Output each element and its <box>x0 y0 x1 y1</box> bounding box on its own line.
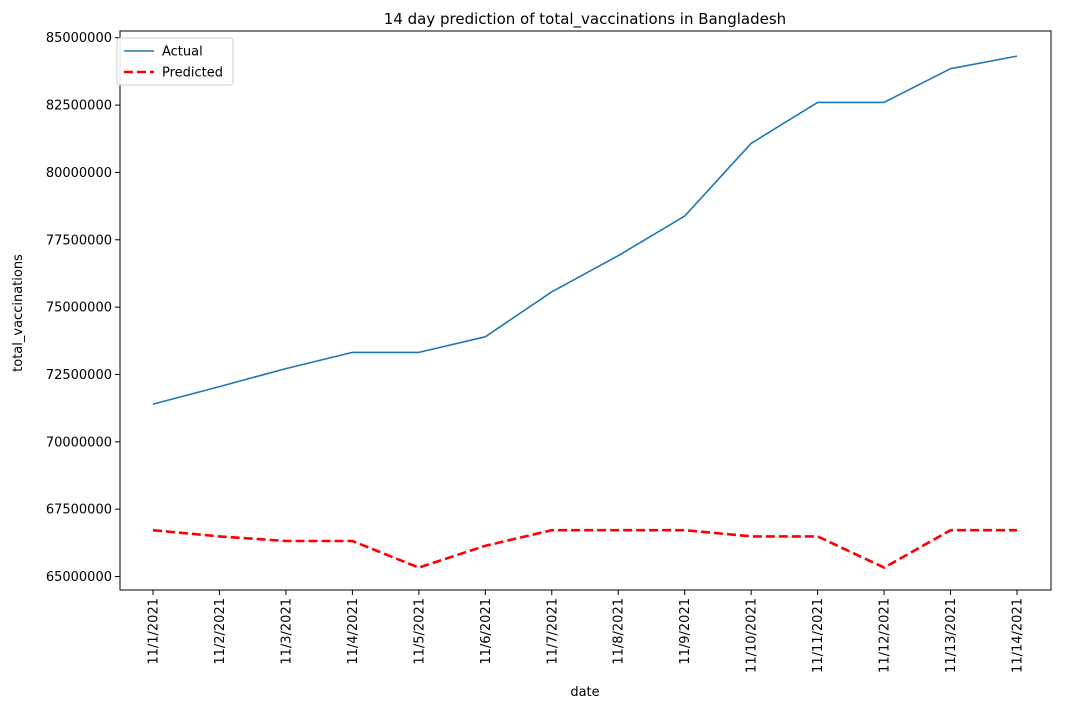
y-axis: 65000000 67500000 70000000 72500000 75000000… <box>46 31 120 585</box>
series-line-predicted <box>152 528 1017 569</box>
y-axis-title: total_vaccinations <box>11 254 26 372</box>
x-tick-label: 11/3/2021 <box>279 598 294 665</box>
x-tick-label: 11/14/2021 <box>1011 598 1026 673</box>
x-tick-label: 11/1/2021 <box>147 598 162 665</box>
legend-label-actual: Actual <box>162 45 203 60</box>
x-tick-label: 11/4/2021 <box>346 598 361 665</box>
legend-label-predicted: Predicted <box>162 66 223 81</box>
x-tick-label: 11/7/2021 <box>545 598 560 665</box>
x-tick-label: 11/13/2021 <box>944 598 959 673</box>
y-tick-label: 82500000 <box>46 99 112 114</box>
x-tick-label: 11/5/2021 <box>412 598 427 665</box>
x-axis: 11/1/2021 11/2/2021 11/3/2021 11/4/2021 11/5… <box>147 590 1026 673</box>
x-tick-label: 11/12/2021 <box>878 598 893 673</box>
y-tick-label: 70000000 <box>46 435 112 450</box>
chart-title: 14 day prediction of total_vaccinations … <box>384 10 786 29</box>
plot-frame <box>119 30 1052 591</box>
legend: Actual Predicted <box>116 37 234 86</box>
y-tick-label: 65000000 <box>46 570 112 585</box>
x-tick-label: 11/9/2021 <box>678 598 693 665</box>
series-layer <box>152 55 1018 569</box>
y-tick-label: 67500000 <box>46 503 112 518</box>
y-tick-label: 85000000 <box>46 31 112 46</box>
x-tick-label: 11/11/2021 <box>811 598 826 673</box>
y-tick-label: 80000000 <box>46 166 112 181</box>
y-tick-label: 75000000 <box>46 301 112 316</box>
x-tick-label: 11/6/2021 <box>479 598 494 665</box>
x-tick-label: 11/8/2021 <box>612 598 627 665</box>
y-tick-label: 77500000 <box>46 233 112 248</box>
x-tick-label: 11/2/2021 <box>213 598 228 665</box>
y-tick-label: 72500000 <box>46 368 112 383</box>
series-line-actual <box>152 55 1018 405</box>
x-tick-label: 11/10/2021 <box>745 598 760 673</box>
x-axis-title: date <box>570 685 599 700</box>
